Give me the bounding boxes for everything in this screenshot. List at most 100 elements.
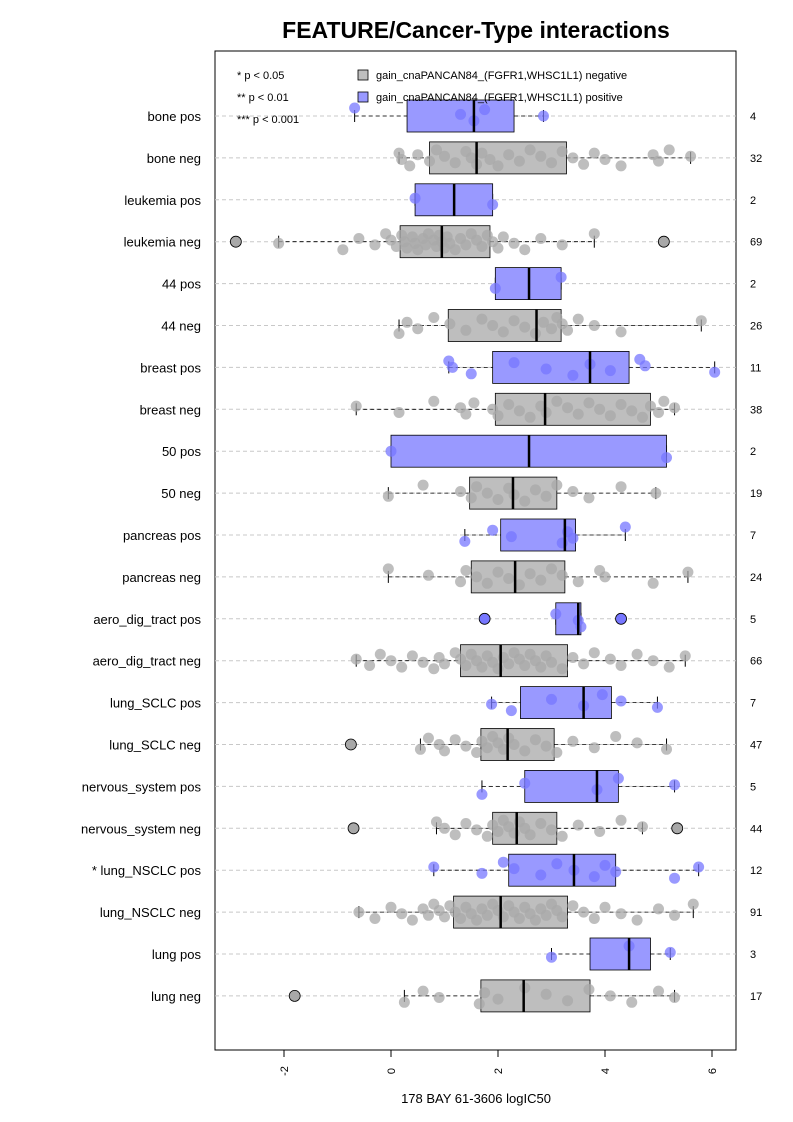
data-point bbox=[519, 745, 531, 757]
data-point bbox=[390, 241, 402, 252]
data-point bbox=[551, 747, 563, 758]
row-label: aero_dig_tract neg bbox=[93, 654, 201, 669]
data-point bbox=[422, 732, 434, 744]
data-point bbox=[567, 152, 579, 164]
data-point bbox=[567, 900, 579, 912]
row-label: 50 pos bbox=[162, 444, 202, 459]
data-point bbox=[350, 653, 362, 665]
data-point bbox=[567, 652, 579, 663]
x-tick-label: 0 bbox=[386, 1068, 398, 1074]
data-point bbox=[599, 859, 611, 871]
row-group bbox=[347, 811, 684, 845]
data-point bbox=[420, 239, 432, 251]
legend-swatch-negative bbox=[357, 69, 369, 81]
data-point bbox=[599, 571, 611, 583]
data-point bbox=[572, 819, 584, 831]
data-point bbox=[615, 814, 627, 826]
row-group bbox=[393, 141, 697, 175]
data-point bbox=[537, 316, 549, 328]
data-point bbox=[476, 867, 488, 879]
data-point bbox=[546, 323, 557, 335]
data-point bbox=[529, 484, 541, 496]
data-point bbox=[669, 992, 681, 1003]
data-point bbox=[412, 149, 424, 161]
row-count: 2 bbox=[750, 446, 756, 458]
data-point bbox=[487, 320, 499, 331]
data-point bbox=[484, 154, 496, 165]
data-point bbox=[396, 661, 408, 673]
data-point bbox=[481, 577, 493, 589]
data-point bbox=[615, 326, 627, 338]
data-point bbox=[631, 914, 643, 926]
x-tick-label: -2 bbox=[279, 1066, 291, 1076]
outlier-point bbox=[288, 990, 301, 1002]
data-point bbox=[369, 913, 381, 924]
data-point bbox=[476, 241, 488, 252]
data-point bbox=[455, 576, 467, 588]
data-point bbox=[508, 863, 520, 875]
row-count: 32 bbox=[750, 153, 762, 165]
row-label: bone neg bbox=[147, 151, 201, 166]
row-group bbox=[353, 895, 699, 929]
row-group bbox=[459, 518, 631, 552]
row-count: 91 bbox=[750, 907, 762, 919]
data-point bbox=[529, 734, 541, 746]
data-point bbox=[513, 405, 525, 417]
row-label: lung neg bbox=[151, 989, 201, 1004]
data-point bbox=[578, 658, 590, 670]
data-point bbox=[663, 661, 675, 673]
data-point bbox=[562, 324, 574, 336]
data-point bbox=[535, 150, 547, 162]
row-group bbox=[489, 267, 567, 301]
data-point bbox=[583, 492, 595, 504]
data-point bbox=[612, 772, 624, 784]
data-point bbox=[551, 858, 563, 870]
data-point bbox=[471, 824, 483, 836]
data-point bbox=[636, 411, 648, 423]
data-point bbox=[455, 913, 467, 924]
row-count: 47 bbox=[750, 740, 762, 752]
box bbox=[520, 686, 612, 719]
row-label: 50 neg bbox=[161, 486, 201, 501]
data-point bbox=[519, 321, 531, 333]
data-point bbox=[535, 818, 547, 829]
data-point bbox=[476, 313, 488, 325]
data-point bbox=[460, 324, 472, 336]
data-point bbox=[615, 908, 627, 920]
data-point bbox=[385, 901, 397, 913]
data-point bbox=[653, 407, 664, 418]
row-group bbox=[476, 770, 681, 803]
outlier-point bbox=[615, 612, 627, 625]
data-point bbox=[572, 408, 584, 420]
data-point bbox=[439, 150, 450, 162]
row-label: pancreas pos bbox=[123, 528, 202, 543]
x-axis: -2 0 2 4 6 bbox=[279, 1049, 719, 1076]
data-point bbox=[479, 987, 491, 999]
data-point bbox=[556, 239, 568, 251]
row-label: * lung_NSCLC pos bbox=[92, 863, 202, 878]
data-point bbox=[556, 830, 568, 842]
row-group bbox=[443, 350, 721, 384]
row-group bbox=[409, 183, 499, 217]
data-point bbox=[487, 524, 499, 536]
data-point bbox=[631, 648, 643, 660]
data-point bbox=[626, 996, 638, 1008]
data-point bbox=[519, 660, 531, 671]
data-point bbox=[503, 399, 515, 410]
data-point bbox=[631, 737, 643, 749]
x-tick-label: 6 bbox=[707, 1068, 719, 1074]
row-label: lung_SCLC pos bbox=[110, 696, 202, 711]
data-point bbox=[588, 320, 600, 331]
row-group bbox=[486, 686, 663, 719]
sig-note-2: ** p < 0.01 bbox=[237, 92, 289, 104]
data-point bbox=[401, 242, 413, 254]
data-point bbox=[430, 816, 442, 828]
x-axis-label: 178 BAY 61-3606 logIC50 bbox=[401, 1091, 551, 1106]
data-point bbox=[409, 192, 421, 204]
outlier-point bbox=[229, 235, 242, 248]
data-point bbox=[594, 826, 606, 837]
box bbox=[589, 937, 651, 971]
data-point bbox=[439, 822, 450, 834]
row-group bbox=[478, 602, 627, 636]
data-point bbox=[444, 318, 456, 330]
